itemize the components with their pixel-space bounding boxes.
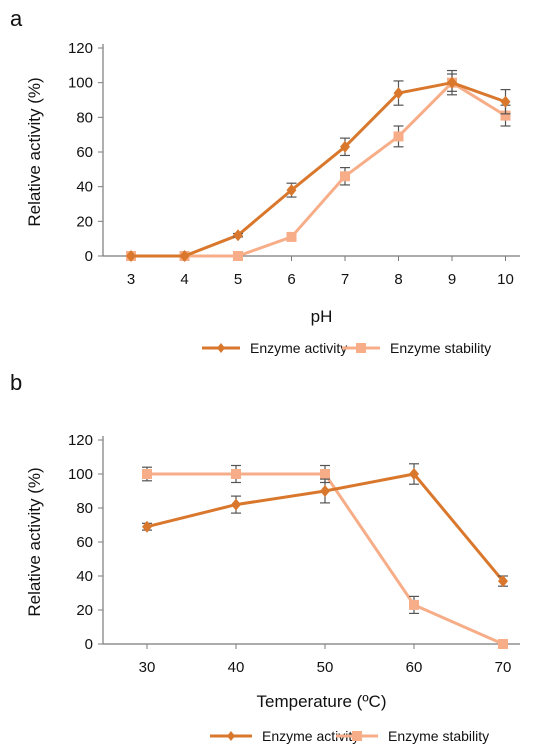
panel-label: b [10, 370, 22, 395]
data-point [393, 87, 404, 100]
x-tick-label: 4 [180, 271, 188, 288]
y-tick-label: 40 [76, 179, 93, 196]
y-tick-label: 80 [76, 109, 93, 126]
legend-label: Enzyme activity [250, 340, 347, 356]
data-point [231, 498, 241, 511]
data-point [498, 639, 508, 649]
series-enzyme-activity [126, 73, 511, 262]
x-tick-label: 40 [228, 659, 245, 676]
x-axis-title: Temperature (ºC) [257, 692, 387, 711]
data-point [233, 251, 243, 261]
data-point [320, 485, 330, 497]
series-enzyme-stability [142, 464, 508, 649]
y-tick-label: 120 [68, 40, 93, 57]
x-tick-label: 3 [127, 271, 135, 288]
legend-label: Enzyme activity [262, 728, 359, 744]
data-point [126, 250, 136, 262]
x-tick-label: 7 [341, 271, 349, 288]
x-tick-label: 10 [497, 271, 514, 288]
x-tick-label: 5 [234, 271, 242, 288]
x-tick-label: 30 [139, 659, 156, 676]
legend-swatch-marker [227, 731, 235, 741]
data-point [498, 575, 508, 588]
legend-label: Enzyme stability [388, 728, 489, 744]
data-point [142, 520, 152, 533]
y-tick-label: 60 [76, 144, 93, 161]
data-point [179, 250, 190, 262]
legend-swatch-marker [217, 343, 225, 353]
x-tick-label: 70 [495, 659, 512, 676]
x-axis-title: pH [311, 307, 333, 326]
y-tick-label: 120 [68, 432, 93, 449]
y-tick-label: 100 [68, 75, 93, 92]
data-point [320, 469, 330, 479]
data-point [286, 231, 297, 242]
legend-swatch-marker [356, 343, 366, 353]
legend: Enzyme activity Enzyme stability [210, 728, 489, 744]
data-point [500, 95, 511, 108]
legend-label: Enzyme stability [390, 340, 491, 356]
data-point [409, 599, 419, 610]
chart-panel-a: a 0 20 40 60 80 100 120 3 4 5 6 7 8 9 10 pH Relative acti… [10, 6, 520, 356]
y-tick-label: 100 [68, 466, 93, 483]
x-tick-label: 60 [406, 659, 423, 676]
panel-label: a [10, 6, 23, 31]
series-line [131, 81, 507, 258]
y-tick-label: 0 [85, 636, 93, 653]
data-point [500, 110, 511, 121]
series-line [131, 81, 507, 258]
data-point [409, 468, 419, 480]
data-point [393, 131, 404, 142]
data-point [142, 469, 152, 479]
x-tick-label: 6 [287, 271, 295, 288]
y-tick-label: 20 [76, 213, 93, 230]
data-point [233, 229, 243, 242]
y-axis-title: Relative activity (%) [25, 77, 44, 226]
legend-swatch-marker [352, 731, 362, 741]
chart-panel-b: b 0 20 40 60 80 100 120 30 40 50 60 70 Temperature (º… [10, 370, 520, 744]
y-axis-title: Relative activity (%) [25, 467, 44, 616]
data-point [340, 171, 350, 182]
data-point [231, 469, 241, 479]
y-tick-label: 40 [76, 568, 93, 585]
y-tick-label: 20 [76, 602, 93, 619]
y-tick-label: 80 [76, 500, 93, 517]
series-enzyme-stability [126, 69, 511, 261]
x-tick-label: 8 [394, 271, 402, 288]
y-tick-label: 0 [85, 248, 93, 265]
legend: Enzyme activity Enzyme stability [202, 340, 491, 356]
y-tick-label: 60 [76, 534, 93, 551]
x-tick-label: 9 [448, 271, 456, 288]
data-point [340, 140, 350, 153]
x-tick-label: 50 [317, 659, 334, 676]
series-enzyme-activity [142, 463, 508, 588]
data-point [447, 76, 457, 89]
data-point [286, 184, 297, 197]
